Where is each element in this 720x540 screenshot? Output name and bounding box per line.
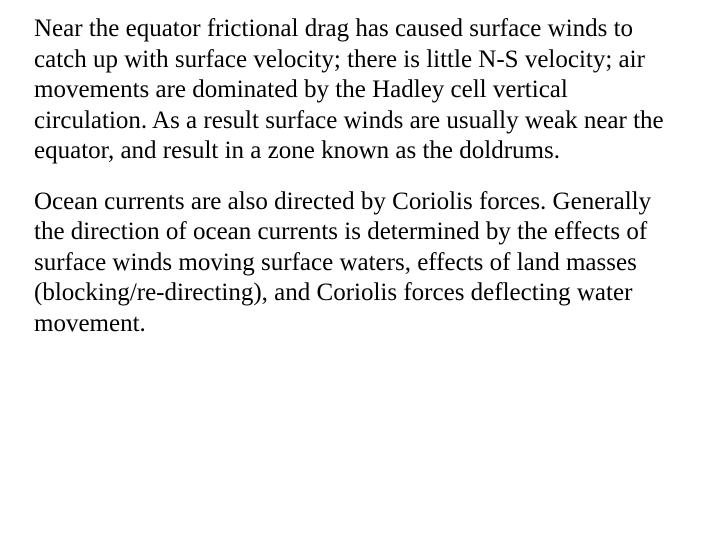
paragraph-2: Ocean currents are also directed by Cori… bbox=[34, 187, 686, 340]
document-page: Near the equator frictional drag has cau… bbox=[0, 0, 720, 540]
paragraph-1: Near the equator frictional drag has cau… bbox=[34, 14, 686, 167]
